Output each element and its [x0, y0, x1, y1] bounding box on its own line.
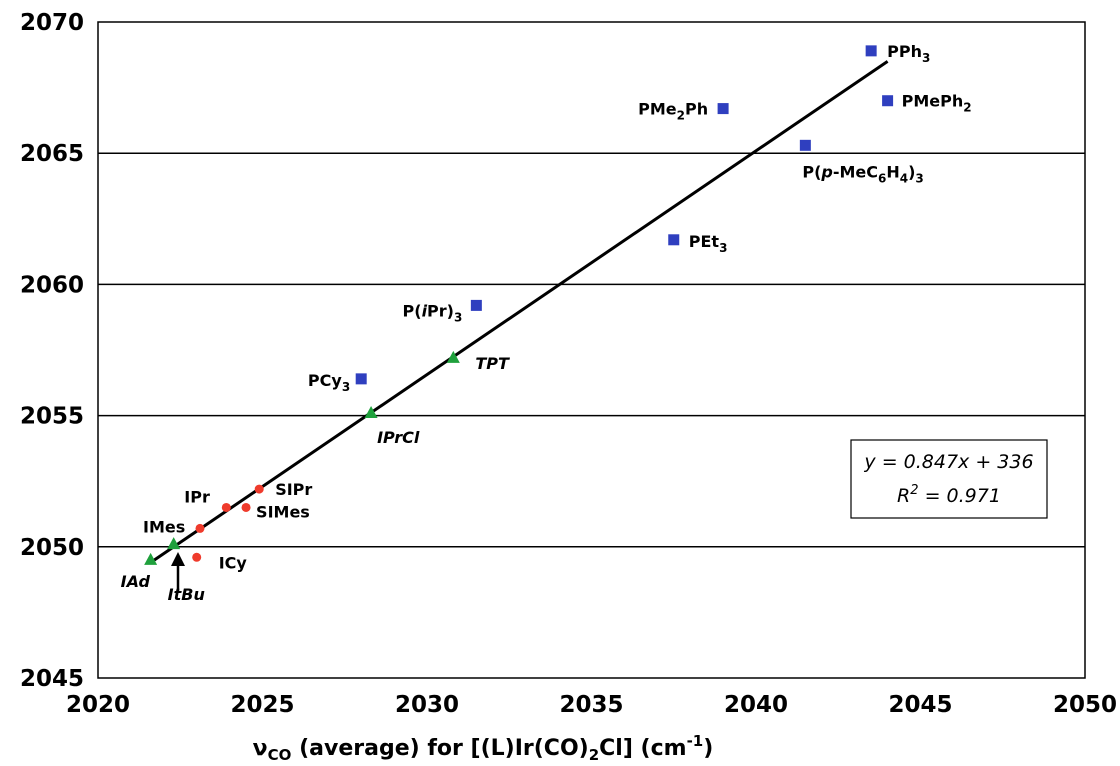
data-point-circle	[254, 484, 264, 494]
x-tick-label: 2035	[559, 692, 623, 718]
point-label: ItBu	[168, 585, 205, 604]
data-point-square	[799, 139, 811, 151]
point-label: SIMes	[256, 502, 310, 521]
data-point-circle	[195, 523, 205, 533]
data-point-circle	[221, 502, 231, 512]
data-point-circle	[241, 502, 251, 512]
point-label: PEt3	[689, 232, 728, 255]
data-point-triangle	[364, 405, 378, 418]
y-tick-label: 2070	[20, 10, 84, 36]
point-label: IAd	[121, 572, 151, 591]
x-axis-title: νCO (average) for [(L)Ir(CO)2Cl] (cm-1)	[253, 732, 714, 764]
data-point-square	[717, 103, 729, 115]
itbu-arrow	[171, 552, 185, 591]
y-tick-label: 2045	[20, 666, 84, 692]
point-label: IMes	[143, 517, 185, 536]
data-points	[144, 45, 894, 565]
y-tick-label: 2065	[20, 141, 84, 167]
fit-equation-box: y = 0.847x + 336 R2 = 0.971	[850, 439, 1048, 519]
x-tick-label: 2050	[1053, 692, 1117, 718]
point-label: SIPr	[275, 480, 312, 499]
data-point-circle	[192, 552, 202, 562]
point-label: IPrCl	[377, 428, 420, 447]
point-label: IPr	[184, 487, 210, 506]
data-point-square	[470, 299, 482, 311]
data-point-square	[865, 45, 877, 57]
x-tick-label: 2030	[395, 692, 459, 718]
plot-frame	[97, 21, 1086, 679]
x-tick-label: 2045	[888, 692, 952, 718]
y-tick-labels: 2045 2050 2055 2060 2065 2070	[20, 10, 84, 692]
point-label: ICy	[219, 553, 248, 572]
data-point-square	[668, 234, 680, 246]
gridlines	[98, 152, 1085, 548]
y-tick-label: 2055	[20, 404, 84, 430]
data-point-triangle	[446, 350, 460, 363]
data-point-triangle	[144, 552, 158, 565]
point-label: PCy3	[308, 371, 350, 394]
point-label: P(iPr)3	[403, 301, 463, 324]
x-tick-label: 2025	[230, 692, 294, 718]
x-tick-label: 2020	[66, 692, 130, 718]
point-label: PMePh2	[902, 92, 972, 115]
point-label: TPT	[475, 354, 510, 373]
point-label: PPh3	[887, 42, 930, 65]
data-point-square	[355, 373, 367, 385]
fit-equation: y = 0.847x + 336	[863, 451, 1033, 473]
y-tick-label: 2050	[20, 535, 84, 561]
point-labels: PPh3 PMe2Ph PMePh2 P(p-MeC6H4)3 PEt3 P(iPr)3 P…	[121, 42, 972, 604]
r-squared: R2 = 0.971	[897, 483, 1001, 507]
x-tick-label: 2040	[724, 692, 788, 718]
x-tick-labels: 2020 2025 2030 2035 2040 2045 2050	[66, 692, 1117, 718]
data-point-triangle	[167, 537, 181, 550]
point-label: P(p-MeC6H4)3	[802, 162, 923, 185]
fit-line	[149, 60, 889, 564]
y-tick-label: 2060	[20, 272, 84, 298]
point-label: PMe2Ph	[638, 100, 708, 123]
data-point-square	[882, 95, 894, 107]
